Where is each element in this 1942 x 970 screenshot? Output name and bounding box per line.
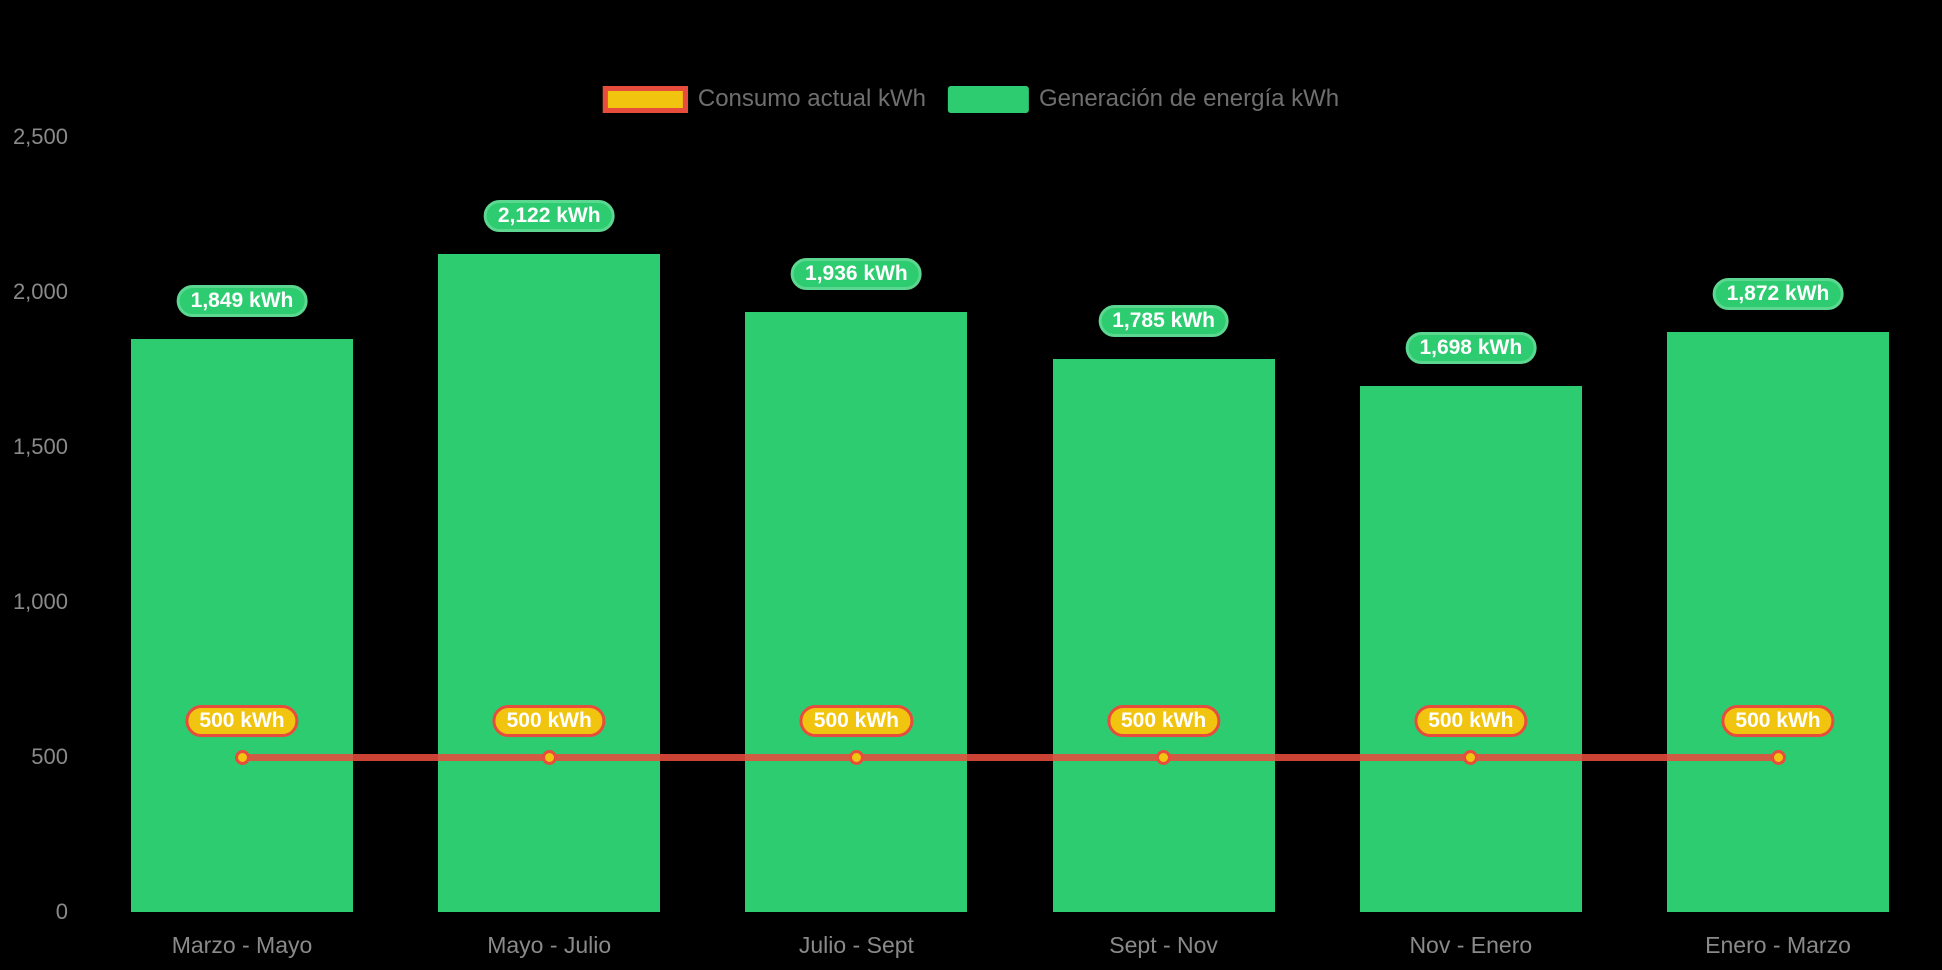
generacion-swatch-icon (947, 85, 1029, 113)
generation-bar[interactable] (438, 254, 661, 912)
consumption-value-pill: 500 kWh (185, 705, 299, 737)
legend: Consumo actual kWh Generación de energía… (602, 85, 1340, 113)
legend-item-generacion[interactable]: Generación de energía kWh (947, 85, 1340, 113)
x-axis-category-label: Nov - Enero (1409, 932, 1533, 958)
generation-value-pill: 1,872 kWh (1712, 277, 1844, 310)
y-axis-tick-label: 1,500 (12, 434, 68, 459)
consumption-point-marker[interactable] (1770, 749, 1786, 765)
y-axis-tick-label: 2,500 (12, 124, 68, 149)
x-axis-category-label: Sept - Nov (1109, 932, 1218, 958)
generation-value-pill: 1,936 kWh (791, 257, 922, 290)
consumption-point-marker[interactable] (234, 749, 250, 765)
generation-bar[interactable] (131, 338, 353, 912)
consumption-value-pill: 500 kWh (1414, 705, 1528, 737)
y-axis-tick-label: 0 (55, 899, 68, 924)
legend-label-consumo: Consumo actual kWh (697, 85, 926, 112)
consumption-value-pill: 500 kWh (799, 705, 913, 737)
y-axis-tick-label: 1,000 (12, 589, 68, 614)
legend-item-consumo[interactable]: Consumo actual kWh (602, 85, 926, 113)
generation-value-pill: 2,122 kWh (483, 200, 615, 233)
legend-label-generacion: Generación de energía kWh (1038, 85, 1340, 112)
generation-bar[interactable] (1667, 331, 1889, 912)
consumption-value-pill: 500 kWh (492, 705, 606, 737)
generation-value-pill: 1,849 kWh (176, 284, 308, 317)
generation-value-pill: 1,785 kWh (1098, 304, 1229, 337)
x-axis-category-label: Julio - Sept (798, 932, 914, 958)
consumption-value-pill: 500 kWh (1721, 705, 1835, 737)
consumption-point-marker[interactable] (848, 749, 864, 765)
consumption-value-pill: 500 kWh (1106, 705, 1221, 737)
generation-bar[interactable] (745, 311, 968, 912)
x-axis-category-label: Mayo - Julio (487, 932, 612, 958)
consumption-line[interactable] (242, 753, 1778, 761)
generation-bar[interactable] (1052, 358, 1275, 912)
generation-bar[interactable] (1359, 385, 1582, 912)
consumption-point-marker[interactable] (1463, 749, 1479, 765)
y-axis-tick-label: 500 (31, 744, 68, 769)
generation-value-pill: 1,698 kWh (1405, 331, 1537, 364)
consumo-swatch-icon (602, 85, 688, 113)
y-axis-tick-label: 2,000 (12, 279, 68, 304)
consumption-point-marker[interactable] (541, 749, 557, 765)
consumption-point-marker[interactable] (1156, 749, 1172, 765)
x-axis-category-label: Enero - Marzo (1705, 932, 1851, 958)
x-axis-category-label: Marzo - Mayo (171, 932, 313, 958)
